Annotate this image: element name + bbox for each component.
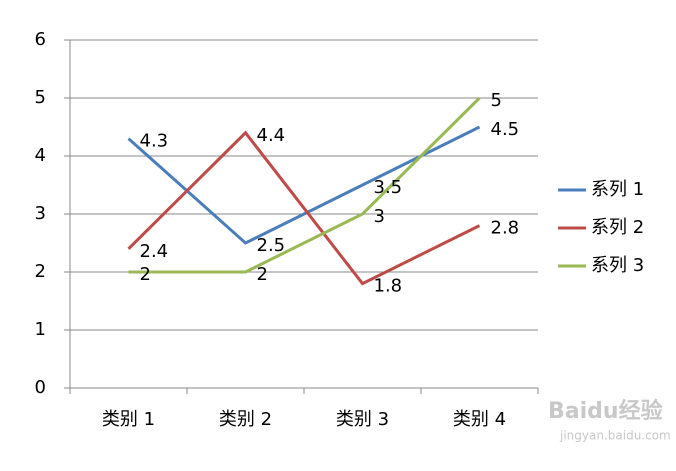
- y-tick-label: 0: [35, 377, 46, 398]
- data-label: 4.5: [491, 119, 520, 140]
- data-label: 2: [140, 264, 151, 285]
- data-label: 3: [374, 206, 385, 227]
- x-tick-label: 类别 1: [102, 409, 155, 430]
- data-label: 2.8: [491, 218, 520, 239]
- data-label: 4.4: [257, 125, 286, 146]
- x-tick-label: 类别 2: [219, 409, 272, 430]
- data-label: 2: [257, 264, 268, 285]
- y-tick-label: 5: [35, 87, 46, 108]
- legend-label: 系列 1: [591, 179, 644, 200]
- legend-label: 系列 3: [591, 255, 644, 276]
- x-tick-label: 类别 4: [453, 409, 506, 430]
- data-label: 2.4: [140, 241, 169, 262]
- data-label: 3.5: [374, 177, 403, 198]
- x-tick-label: 类别 3: [336, 409, 389, 430]
- series-line: [127, 130, 481, 286]
- series-line: [127, 125, 481, 245]
- data-label: 2.5: [257, 235, 286, 256]
- y-tick-label: 4: [35, 145, 46, 166]
- watermark-url: jingyan.baidu.com: [559, 429, 671, 443]
- series-line: [128, 96, 481, 274]
- y-tick-label: 2: [35, 261, 46, 282]
- watermark: Baidu经验: [548, 398, 663, 424]
- data-label: 4.3: [140, 131, 169, 152]
- y-tick-label: 1: [35, 319, 46, 340]
- y-tick-label: 6: [35, 29, 46, 50]
- data-label: 1.8: [374, 276, 403, 297]
- data-label: 5: [491, 90, 502, 111]
- legend-label: 系列 2: [591, 217, 644, 238]
- y-tick-label: 3: [35, 203, 46, 224]
